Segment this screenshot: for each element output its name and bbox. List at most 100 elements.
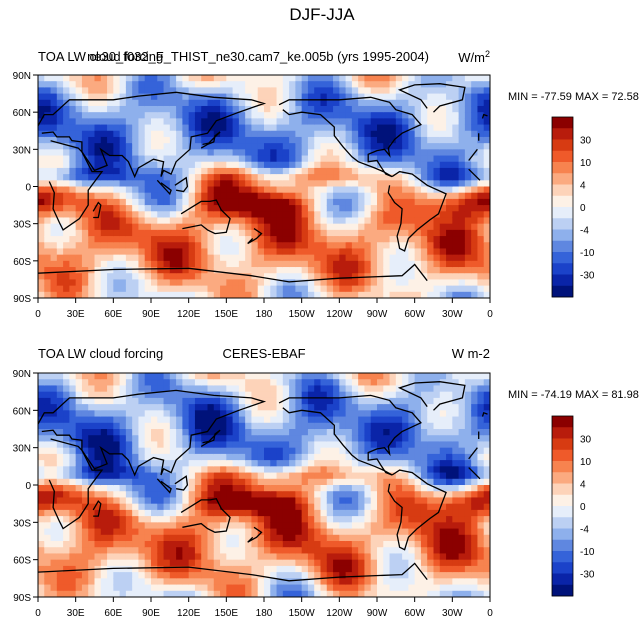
field-cell [383, 478, 391, 486]
field-cell [370, 99, 378, 107]
field-cell [395, 503, 403, 511]
field-cell [100, 118, 108, 126]
field-cell [176, 248, 183, 256]
field-cell [88, 217, 96, 225]
field-cell [402, 503, 409, 511]
field-cell [433, 192, 441, 200]
field-cell [113, 186, 121, 194]
field-cell [63, 391, 70, 399]
field-cell [351, 105, 359, 113]
field-cell [276, 267, 284, 274]
field-cell [282, 429, 290, 436]
field-cell [377, 584, 384, 592]
field-cell [433, 75, 441, 82]
field-cell [364, 118, 372, 126]
field-cell [477, 167, 485, 175]
field-cell [226, 385, 234, 393]
field-cell [113, 541, 121, 548]
field-cell [238, 105, 246, 113]
field-cell [295, 242, 303, 250]
field-cell [138, 174, 146, 181]
field-cell [420, 590, 428, 597]
field-cell [383, 81, 391, 88]
field-cell [358, 441, 366, 449]
field-cell [213, 186, 221, 194]
field-cell [345, 279, 353, 287]
field-cell [276, 192, 284, 200]
field-cell [226, 559, 234, 567]
field-cell [207, 223, 215, 231]
field-cell [251, 155, 259, 163]
field-cell [44, 503, 52, 511]
field-cell [132, 379, 140, 387]
field-cell [44, 211, 52, 219]
field-cell [119, 422, 127, 430]
field-cell [169, 81, 177, 88]
field-cell [132, 472, 140, 480]
field-cell [477, 180, 485, 188]
field-cell [113, 112, 121, 119]
field-cell [402, 528, 409, 536]
field-cell [201, 273, 209, 281]
field-cell [157, 559, 165, 567]
field-cell [276, 211, 284, 219]
field-cell [339, 541, 347, 548]
field-cell [56, 260, 64, 268]
field-cell [370, 254, 378, 262]
field-cell [50, 522, 58, 530]
field-cell [245, 379, 253, 387]
field-cell [264, 466, 271, 474]
field-cell [132, 291, 140, 298]
field-cell [107, 217, 114, 225]
field-cell [446, 236, 453, 243]
field-cell [289, 553, 296, 561]
field-cell [464, 217, 472, 225]
field-cell [245, 124, 253, 132]
field-cell [395, 441, 403, 449]
field-cell [88, 410, 96, 418]
field-cell [276, 229, 284, 237]
field-cell [188, 441, 196, 449]
field-cell [144, 416, 152, 424]
field-cell [151, 503, 158, 511]
field-cell [295, 229, 303, 237]
field-cell [81, 236, 89, 243]
field-cell [107, 478, 114, 486]
field-cell [320, 491, 328, 499]
field-cell [201, 242, 209, 250]
field-cell [132, 217, 140, 225]
field-cell [88, 87, 96, 95]
field-cell [144, 584, 152, 592]
field-cell [483, 143, 490, 150]
field-cell [75, 410, 83, 418]
field-cell [81, 572, 89, 579]
field-cell [358, 565, 366, 573]
field-cell [427, 192, 435, 200]
field-cell [44, 174, 52, 181]
field-cell [276, 217, 284, 225]
field-cell [289, 149, 296, 157]
field-cell [389, 93, 397, 101]
field-cell [100, 391, 108, 399]
field-cell [326, 81, 334, 88]
field-cell [125, 75, 133, 82]
field-cell [295, 174, 303, 181]
field-cell [107, 429, 114, 436]
field-cell [420, 491, 428, 499]
field-cell [395, 453, 403, 461]
field-cell [383, 373, 391, 380]
field-cell [50, 248, 58, 256]
field-cell [238, 136, 246, 144]
field-cell [119, 217, 127, 225]
field-cell [389, 75, 397, 82]
field-cell [420, 503, 428, 511]
field-cell [307, 229, 315, 237]
field-cell [169, 410, 177, 418]
field-cell [433, 198, 441, 206]
field-cell [107, 112, 114, 119]
field-cell [408, 291, 416, 298]
field-cell [282, 422, 290, 430]
field-cell [176, 236, 183, 243]
field-cell [226, 149, 234, 157]
field-cell [364, 522, 372, 530]
